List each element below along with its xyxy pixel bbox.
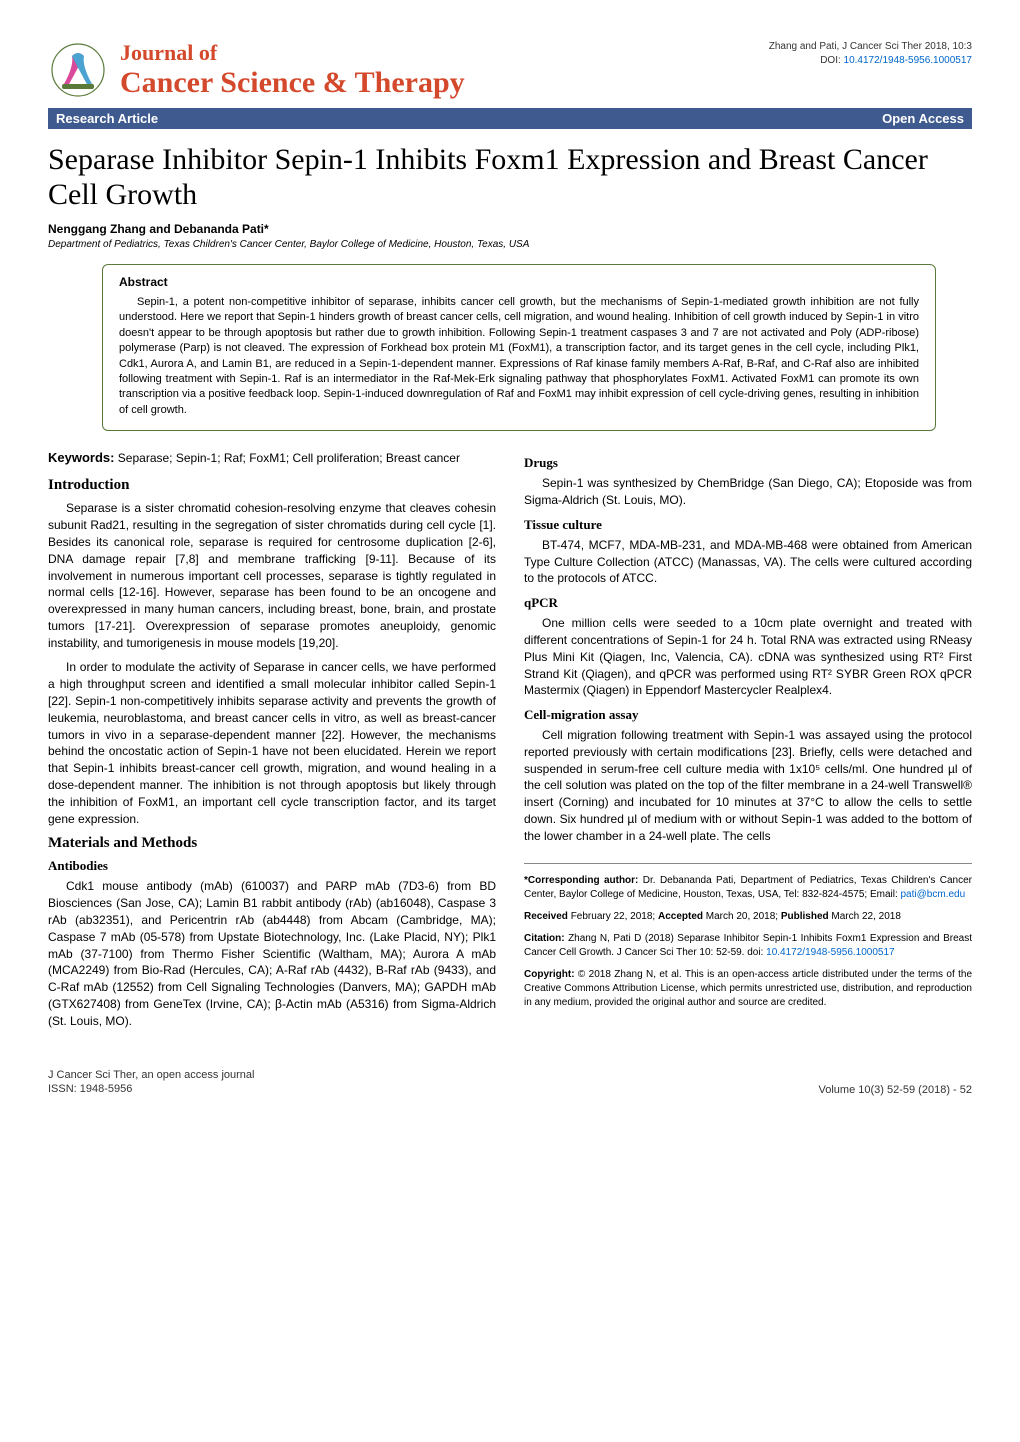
cell-migration-para: Cell migration following treatment with … xyxy=(524,727,972,845)
right-column: Drugs Sepin-1 was synthesized by ChemBri… xyxy=(524,449,972,1038)
tissue-culture-heading: Tissue culture xyxy=(524,517,972,533)
citation-block: Citation: Zhang N, Pati D (2018) Separas… xyxy=(524,932,972,960)
article-title: Separase Inhibitor Sepin-1 Inhibits Foxm… xyxy=(48,143,972,212)
journal-name: Journal of Cancer Science & Therapy xyxy=(120,41,465,98)
footer-issn-line: ISSN: 1948-5956 xyxy=(48,1082,254,1096)
antibodies-para: Cdk1 mouse antibody (mAb) (610037) and P… xyxy=(48,878,496,1029)
intro-para-1: Separase is a sister chromatid cohesion-… xyxy=(48,500,496,651)
qpcr-heading: qPCR xyxy=(524,595,972,611)
left-column: Keywords: Separase; Sepin-1; Raf; FoxM1;… xyxy=(48,449,496,1038)
keywords-text: Separase; Sepin-1; Raf; FoxM1; Cell prol… xyxy=(114,451,460,465)
body-columns: Keywords: Separase; Sepin-1; Raf; FoxM1;… xyxy=(48,449,972,1038)
corresponding-author: *Corresponding author: Dr. Debananda Pat… xyxy=(524,874,972,902)
qpcr-para: One million cells were seeded to a 10cm … xyxy=(524,615,972,699)
journal-branding: Journal of Cancer Science & Therapy xyxy=(48,40,465,100)
journal-main-name: Cancer Science & Therapy xyxy=(120,66,465,99)
doi-link[interactable]: 10.4172/1948-5956.1000517 xyxy=(844,55,972,66)
article-dates: Received February 22, 2018; Accepted Mar… xyxy=(524,910,972,924)
journal-logo-icon xyxy=(48,40,108,100)
abstract-box: Abstract Sepin-1, a potent non-competiti… xyxy=(102,264,936,431)
intro-heading: Introduction xyxy=(48,477,496,494)
drugs-para: Sepin-1 was synthesized by ChemBridge (S… xyxy=(524,475,972,509)
footer-left: J Cancer Sci Ther, an open access journa… xyxy=(48,1068,254,1097)
doi-line: DOI: 10.4172/1948-5956.1000517 xyxy=(769,54,972,68)
article-type-bar: Research Article Open Access xyxy=(48,108,972,129)
tissue-culture-para: BT-474, MCF7, MDA-MB-231, and MDA-MB-468… xyxy=(524,537,972,587)
author-email-link[interactable]: pati@bcm.edu xyxy=(901,889,966,900)
page-header: Journal of Cancer Science & Therapy Zhan… xyxy=(48,40,972,100)
article-type-label: Research Article xyxy=(56,111,158,126)
footer-right: Volume 10(3) 52-59 (2018) - 52 xyxy=(819,1084,972,1096)
drugs-heading: Drugs xyxy=(524,455,972,471)
citation-doi-link[interactable]: 10.4172/1948-5956.1000517 xyxy=(766,947,894,958)
cell-migration-heading: Cell-migration assay xyxy=(524,707,972,723)
materials-methods-heading: Materials and Methods xyxy=(48,835,496,852)
antibodies-heading: Antibodies xyxy=(48,858,496,874)
copyright-block: Copyright: © 2018 Zhang N, et al. This i… xyxy=(524,968,972,1010)
open-access-label: Open Access xyxy=(882,111,964,126)
affiliation-line: Department of Pediatrics, Texas Children… xyxy=(48,239,972,250)
authors-line: Nenggang Zhang and Debananda Pati* xyxy=(48,222,972,236)
citation-line: Zhang and Pati, J Cancer Sci Ther 2018, … xyxy=(769,40,972,54)
abstract-text: Sepin-1, a potent non-competitive inhibi… xyxy=(119,295,919,418)
page-footer: J Cancer Sci Ther, an open access journa… xyxy=(48,1068,972,1097)
keywords-block: Keywords: Separase; Sepin-1; Raf; FoxM1;… xyxy=(48,449,496,467)
intro-para-2: In order to modulate the activity of Sep… xyxy=(48,659,496,827)
footer-journal-line: J Cancer Sci Ther, an open access journa… xyxy=(48,1068,254,1082)
top-citation: Zhang and Pati, J Cancer Sci Ther 2018, … xyxy=(769,40,972,68)
journal-prefix: Journal of xyxy=(120,41,465,65)
keywords-label: Keywords: xyxy=(48,450,114,465)
abstract-heading: Abstract xyxy=(119,275,919,289)
correspondence-block: *Corresponding author: Dr. Debananda Pat… xyxy=(524,863,972,1010)
